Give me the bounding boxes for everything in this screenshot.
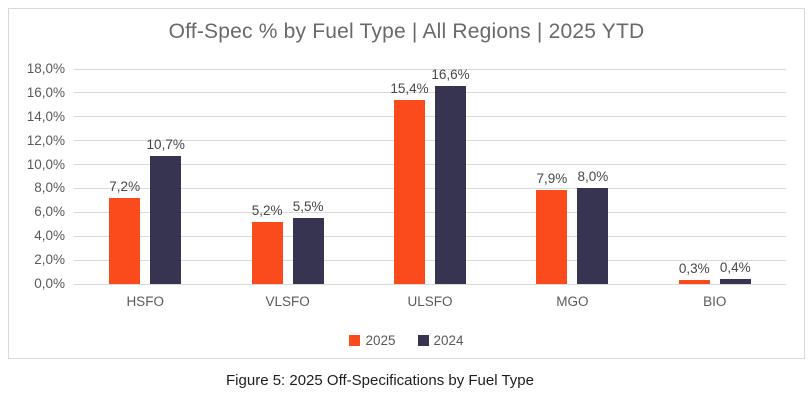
figure-caption: Figure 5: 2025 Off-Specifications by Fue… bbox=[226, 372, 534, 389]
y-axis-tick-label: 14,0% bbox=[26, 108, 65, 124]
gridline-10 bbox=[74, 164, 786, 166]
category-label-hsfo: HSFO bbox=[126, 294, 164, 309]
category-label-mgo: MGO bbox=[556, 294, 589, 309]
bar-2024-mgo: 8,0% bbox=[577, 169, 609, 284]
y-axis-tick-label: 4,0% bbox=[34, 228, 65, 244]
gridline-16 bbox=[74, 92, 786, 94]
legend-item-2025: 2025 bbox=[349, 333, 396, 348]
bar-2025-hsfo: 7,2% bbox=[109, 179, 141, 284]
legend-swatch-2024 bbox=[417, 335, 429, 346]
y-axis-tick-label: 6,0% bbox=[34, 204, 65, 220]
y-axis-tick-label: 2,0% bbox=[34, 252, 65, 268]
bar-group-hsfo: 7,2% 10,7% HSFO bbox=[74, 69, 216, 309]
bar-value-label-2024-bio: 0,4% bbox=[719, 260, 751, 276]
gridline-8 bbox=[74, 187, 786, 189]
bar-group-mgo: 7,9% 8,0% MGO bbox=[501, 69, 643, 309]
bar-2025-ulsfo: 15,4% bbox=[390, 81, 429, 284]
plot-area: 0,0% 2,0% 4,0% 6,0% 8,0% 10,0% 12,0% 14,0% 16,0%… bbox=[27, 61, 786, 309]
legend: 2025 2024 bbox=[9, 333, 804, 348]
bar-value-label-2024-ulsfo: 16,6% bbox=[431, 66, 470, 82]
bar-value-label-2025-vlsfo: 5,2% bbox=[251, 202, 283, 218]
chart-card: Off-Spec % by Fuel Type | All Regions | … bbox=[8, 8, 805, 359]
bar-2024-bio: 0,4% bbox=[719, 260, 751, 284]
category-label-bio: BIO bbox=[703, 294, 727, 309]
gridline-6 bbox=[74, 211, 786, 213]
gridline-2 bbox=[74, 259, 786, 261]
bar-value-label-2024-vlsfo: 5,5% bbox=[292, 199, 324, 215]
bar-2024-hsfo: 10,7% bbox=[147, 137, 185, 284]
bar-2025-vlsfo: 5,2% bbox=[251, 203, 283, 284]
gridline-12 bbox=[74, 140, 786, 142]
legend-label-2024: 2024 bbox=[433, 333, 464, 348]
gridline-0 bbox=[74, 283, 786, 285]
y-axis-tick-label: 8,0% bbox=[34, 180, 65, 196]
y-axis-tick-label: 12,0% bbox=[26, 132, 65, 148]
bar-group-ulsfo: 15,4% 16,6% ULSFO bbox=[359, 67, 501, 309]
category-label-ulsfo: ULSFO bbox=[407, 294, 453, 309]
y-axis-tick-label: 10,0% bbox=[26, 156, 65, 172]
y-axis-tick-label: 0,0% bbox=[34, 276, 65, 291]
bar-2024-ulsfo: 16,6% bbox=[431, 67, 470, 284]
bar-value-label-2025-bio: 0,3% bbox=[678, 261, 710, 277]
bar-value-label-2024-mgo: 8,0% bbox=[577, 169, 609, 185]
bar-2025-bio: 0,3% bbox=[678, 261, 710, 284]
bar-value-label-2024-hsfo: 10,7% bbox=[146, 137, 185, 153]
legend-item-2024: 2024 bbox=[417, 333, 464, 348]
gridline-4 bbox=[74, 235, 786, 237]
gridline-14 bbox=[74, 116, 786, 118]
category-label-vlsfo: VLSFO bbox=[265, 294, 310, 309]
legend-label-2025: 2025 bbox=[365, 333, 396, 348]
y-axis-tick-label: 16,0% bbox=[26, 84, 65, 100]
chart-title: Off-Spec % by Fuel Type | All Regions | … bbox=[168, 20, 645, 43]
bar-value-label-2025-mgo: 7,9% bbox=[536, 170, 568, 186]
bar-group-bio: 0,3% 0,4% BIO bbox=[644, 69, 786, 309]
bar-value-label-2025-hsfo: 7,2% bbox=[109, 179, 141, 194]
bar-group-vlsfo: 5,2% 5,5% VLSFO bbox=[216, 69, 358, 309]
gridline-18 bbox=[74, 68, 786, 70]
bar-value-label-2025-ulsfo: 15,4% bbox=[390, 81, 429, 97]
legend-swatch-2025 bbox=[349, 335, 361, 346]
bar-2024-vlsfo: 5,5% bbox=[292, 199, 324, 284]
y-axis-tick-label: 18,0% bbox=[26, 61, 65, 76]
bar-2025-mgo: 7,9% bbox=[536, 171, 568, 284]
